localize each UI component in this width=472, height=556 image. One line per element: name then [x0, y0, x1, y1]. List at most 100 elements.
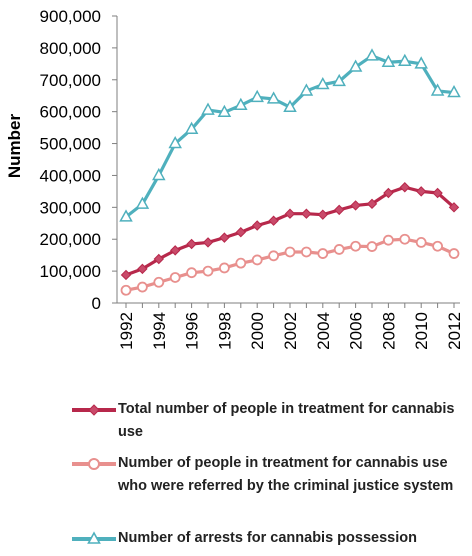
data-point — [120, 284, 132, 296]
data-point — [365, 48, 379, 61]
y-tick-label: 600,000 — [40, 103, 101, 122]
x-tick-label: 1996 — [183, 312, 202, 350]
data-point — [316, 77, 330, 90]
x-tick-label: 2010 — [412, 312, 431, 350]
data-point — [218, 262, 230, 274]
data-point — [399, 182, 411, 193]
legend-swatch-circle — [72, 458, 116, 470]
y-tick-label: 300,000 — [40, 198, 101, 217]
legend-swatch-triangle — [72, 531, 116, 544]
data-point — [251, 220, 263, 231]
data-point — [366, 198, 378, 210]
x-tick-label: 2008 — [379, 312, 398, 350]
data-point — [299, 83, 314, 96]
x-tick-label: 1998 — [215, 312, 234, 350]
data-point — [234, 97, 248, 111]
data-point — [219, 232, 230, 243]
data-point — [415, 186, 427, 197]
data-point — [186, 267, 198, 279]
y-tick-label: 0 — [92, 294, 101, 313]
data-point — [217, 104, 232, 118]
x-tick-label: 1992 — [117, 312, 136, 350]
x-tick-label: 2006 — [347, 312, 366, 350]
data-point — [382, 234, 394, 246]
data-point — [153, 253, 165, 265]
data-point — [447, 84, 461, 98]
data-point — [301, 208, 312, 219]
data-point — [350, 200, 361, 211]
data-point — [137, 263, 148, 275]
series-line — [125, 185, 456, 277]
data-point — [202, 237, 214, 248]
data-point — [317, 209, 329, 220]
data-point — [268, 215, 279, 226]
data-point — [414, 56, 428, 69]
data-point — [119, 209, 133, 222]
y-tick-label: 700,000 — [40, 71, 101, 90]
legend-label-arrests: Number of arrests for cannabis possessio… — [118, 530, 417, 546]
y-tick-label: 200,000 — [40, 230, 101, 249]
legend-item-treatment-total: Total number of people in treatment for … — [0, 388, 472, 440]
x-tick-label: 1994 — [150, 312, 169, 350]
data-point — [398, 53, 412, 67]
series-circle — [120, 233, 460, 296]
legend-label-treatment-total: Total number of people in treatment for … — [118, 401, 455, 440]
data-point — [399, 233, 411, 245]
data-point — [235, 226, 247, 238]
data-point — [333, 204, 345, 216]
line-chart: 0 100,000 200,000 300,000 400,000 500,000 600,… — [5, 7, 464, 350]
y-tick-label: 900,000 — [40, 7, 101, 26]
data-point — [235, 257, 247, 269]
data-point — [202, 265, 214, 277]
y-tick-label: 100,000 — [40, 262, 101, 281]
data-point — [332, 73, 346, 87]
x-axis-ticks: 1992 1994 1996 1998 2000 2002 2004 2006 2008 2010… — [117, 303, 464, 350]
data-point — [169, 245, 181, 256]
data-point — [152, 167, 166, 181]
data-point — [448, 248, 460, 259]
legend-swatch-diamond — [72, 404, 116, 416]
y-tick-label: 800,000 — [40, 39, 101, 58]
data-point — [250, 89, 264, 103]
data-point — [169, 272, 181, 283]
data-point — [120, 269, 132, 281]
data-point — [300, 246, 312, 258]
y-axis-title: Number — [5, 114, 24, 179]
data-point — [184, 121, 199, 134]
data-point — [430, 83, 445, 96]
x-tick-label: 2000 — [248, 312, 267, 350]
y-axis-ticks: 0 100,000 200,000 300,000 400,000 500,000 600,… — [40, 7, 117, 313]
legend-item-treatment-referred: Number of people in treatment for cannab… — [0, 442, 472, 514]
data-point — [381, 54, 396, 67]
data-point — [348, 59, 363, 72]
data-point — [135, 196, 150, 209]
legend: Total number of people in treatment for … — [0, 378, 472, 556]
data-point — [136, 281, 148, 293]
data-point — [153, 276, 165, 288]
legend-item-arrests: Number of arrests for cannabis possessio… — [0, 522, 472, 552]
data-point — [448, 202, 460, 213]
data-point — [366, 241, 378, 252]
data-point — [383, 187, 394, 199]
data-point — [415, 237, 427, 248]
data-point — [283, 99, 297, 112]
series-diamond — [120, 182, 460, 281]
data-point — [350, 240, 362, 252]
data-point — [201, 102, 215, 115]
data-point — [251, 254, 263, 266]
data-point — [266, 91, 281, 104]
data-point — [432, 187, 443, 199]
x-tick-label: 2012 — [445, 312, 464, 350]
data-point — [186, 238, 197, 250]
data-point — [317, 248, 329, 259]
data-point — [432, 240, 444, 252]
data-point — [268, 250, 280, 262]
y-tick-label: 500,000 — [40, 135, 101, 154]
data-point — [284, 246, 296, 258]
legend-label-treatment-referred: Number of people in treatment for cannab… — [118, 455, 454, 494]
x-tick-label: 2002 — [281, 312, 300, 350]
data-point — [168, 135, 182, 149]
series-triangle — [119, 48, 461, 222]
x-tick-label: 2004 — [314, 312, 333, 350]
series-layer — [119, 48, 461, 296]
